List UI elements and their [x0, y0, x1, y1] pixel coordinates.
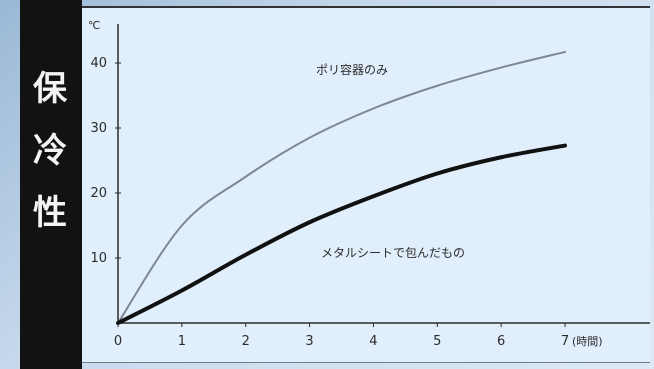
series-label-poly-container-only: ポリ容器のみ — [316, 62, 388, 77]
x-axis-unit: (時間) — [572, 335, 603, 348]
series-line-poly-container-only — [117, 50, 566, 324]
y-axis-label-char-2: 冷 — [33, 131, 67, 171]
x-tick-label: 5 — [433, 334, 441, 349]
y-axis-unit: ℃ — [88, 19, 100, 32]
x-tick-label: 4 — [369, 334, 377, 349]
series-line-metal-sheet-wrapped — [116, 143, 567, 325]
x-tick-label: 0 — [114, 334, 122, 349]
x-tick-label: 3 — [305, 334, 313, 349]
x-tick-label: 6 — [497, 334, 505, 349]
y-tick-label: 10 — [90, 251, 107, 266]
chart-panel — [82, 6, 650, 363]
y-axis-label-char-3: 性 — [33, 193, 67, 233]
y-tick-label: 30 — [90, 121, 107, 136]
x-tick-label: 1 — [178, 334, 186, 349]
series-label-metal-sheet-wrapped: メタルシートで包んだもの — [321, 246, 465, 260]
black-label-band — [20, 0, 82, 369]
x-tick-label: 2 — [242, 334, 250, 349]
x-tick-label: 7 — [561, 334, 569, 349]
y-tick-label: 20 — [90, 186, 107, 201]
y-axis-label-char-1: 保 — [33, 69, 67, 109]
y-tick-label: 40 — [90, 56, 107, 71]
y-axis-label: 保 冷 性 — [24, 72, 76, 230]
